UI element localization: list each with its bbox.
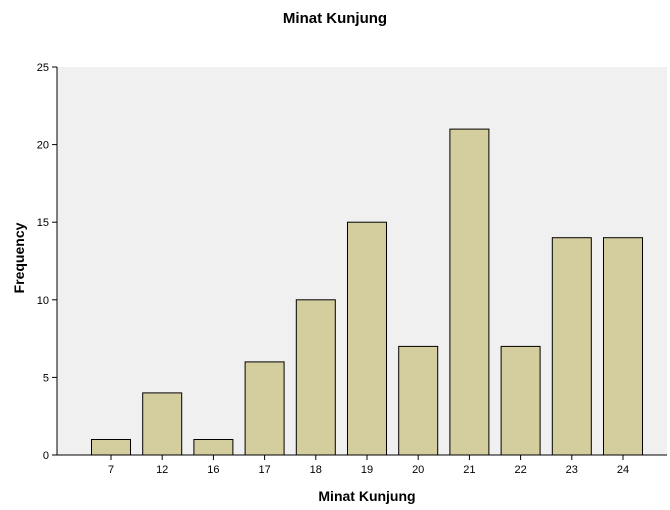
y-tick-label-0: 0 — [43, 450, 49, 462]
bars-group — [91, 128, 643, 456]
bar-24 — [603, 237, 643, 456]
x-tick-label-19: 19 — [361, 464, 373, 476]
x-tick-label-23: 23 — [566, 464, 578, 476]
x-ticks-group: 7 12 16 17 18 19 20 21 22 23 24 — [108, 455, 629, 476]
y-axis-label: Frequency — [11, 222, 27, 293]
x-tick-label-24: 24 — [617, 464, 629, 476]
bar-19 — [347, 221, 387, 456]
y-tick-label-5: 5 — [43, 372, 49, 384]
x-tick-label-7: 7 — [108, 464, 114, 476]
bar-18 — [295, 299, 336, 456]
x-tick-label-21: 21 — [463, 464, 475, 476]
x-tick-label-17: 17 — [258, 464, 270, 476]
y-tick-label-10: 10 — [37, 295, 49, 307]
x-axis-label: Minat Kunjung — [318, 488, 415, 504]
bar-7 — [91, 439, 131, 456]
x-tick-label-20: 20 — [412, 464, 424, 476]
bar-23 — [551, 237, 592, 456]
y-tick-label-15: 15 — [37, 217, 49, 229]
bar-21 — [449, 128, 490, 456]
x-tick-label-12: 12 — [156, 464, 168, 476]
y-tick-label-20: 20 — [37, 140, 49, 152]
bar-20 — [398, 345, 439, 456]
chart-title: Minat Kunjung — [282, 10, 388, 27]
x-tick-label-18: 18 — [310, 464, 322, 476]
y-ticks-group: 0 5 10 15 20 25 — [37, 62, 57, 462]
bar-12 — [142, 392, 183, 456]
bar-22 — [500, 345, 541, 456]
x-tick-label-16: 16 — [207, 464, 219, 476]
x-tick-label-22: 22 — [514, 464, 526, 476]
y-tick-label-25: 25 — [37, 62, 49, 74]
bar-17 — [244, 361, 285, 456]
bar-16 — [193, 439, 234, 456]
